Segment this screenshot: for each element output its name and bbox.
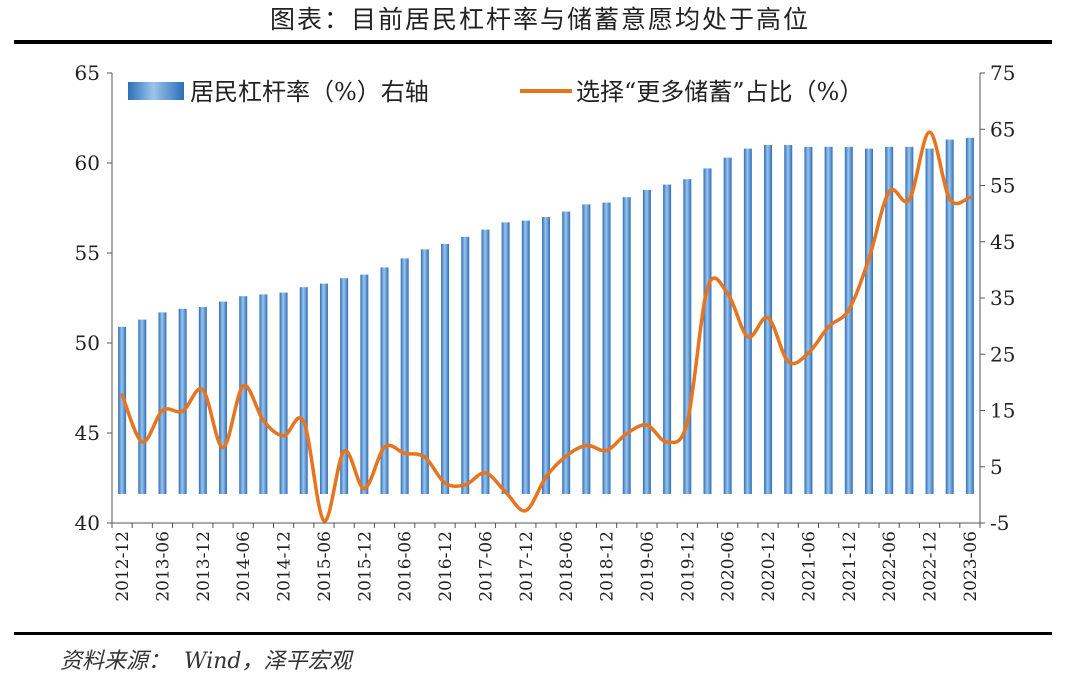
- x-tick-label: 2013-12: [194, 531, 214, 602]
- y-left-tick-label: 55: [75, 241, 100, 265]
- bar: [885, 146, 894, 495]
- bar: [441, 244, 450, 494]
- bar: [864, 148, 873, 494]
- bar: [118, 326, 127, 494]
- legend-bar-swatch: [128, 82, 184, 100]
- footer-rule: [14, 632, 1052, 635]
- x-tick-label: 2015-06: [315, 531, 335, 602]
- bar: [844, 146, 853, 495]
- x-tick-label: 2021-06: [799, 531, 819, 602]
- y-right-tick-label: 55: [990, 174, 1015, 198]
- x-tick-label: 2017-06: [476, 531, 496, 602]
- title-rule: [14, 40, 1052, 44]
- bar: [198, 307, 207, 494]
- bar: [582, 204, 591, 494]
- x-tick-label: 2020-12: [759, 531, 779, 602]
- bar: [642, 190, 651, 494]
- y-right-tick-label: 5: [990, 455, 1003, 479]
- bar: [965, 137, 974, 495]
- bar: [784, 145, 793, 494]
- bar: [562, 211, 571, 494]
- x-tick-label: 2019-06: [638, 531, 658, 602]
- x-tick-label: 2016-06: [396, 531, 416, 602]
- bar: [481, 229, 490, 494]
- source-note: 资料来源： Wind，泽平宏观: [60, 649, 352, 674]
- x-tick-label: 2019-12: [678, 531, 698, 602]
- y-right-tick-label: 25: [990, 342, 1015, 366]
- bar: [380, 267, 389, 494]
- bar: [299, 287, 308, 494]
- y-right-tick-label: 75: [990, 61, 1015, 85]
- y-left-tick-label: 45: [75, 421, 100, 445]
- bar: [521, 220, 530, 494]
- bar: [683, 179, 692, 494]
- bar: [239, 296, 248, 494]
- y-left-tick-label: 50: [75, 331, 100, 355]
- bar: [743, 148, 752, 494]
- x-tick-label: 2012-12: [113, 531, 133, 602]
- legend-bar-label: 居民杠杆率（%）右轴: [190, 78, 429, 106]
- y-right-tick-label: 65: [990, 117, 1015, 141]
- bar: [602, 202, 611, 494]
- x-tick-label: 2015-12: [355, 531, 375, 602]
- y-left-tick-label: 60: [75, 151, 100, 175]
- bar: [663, 184, 672, 494]
- bar: [360, 274, 369, 494]
- bar: [259, 294, 268, 494]
- chart-title: 图表：目前居民杠杆率与储蓄意愿均处于高位: [269, 5, 810, 34]
- x-tick-label: 2016-12: [436, 531, 456, 602]
- legend-line-label: 选择“更多储蓄”占比（%）: [576, 78, 863, 106]
- bar: [178, 308, 187, 494]
- bar: [501, 222, 510, 494]
- axes-layer: 40 45 50 55 60 65 -5 5 15 25 35 45 55 65 75 2012-12 2013…: [75, 61, 1016, 602]
- x-tick-label: 2014-12: [275, 531, 295, 602]
- bar: [622, 197, 631, 494]
- bar: [542, 217, 550, 494]
- series-line: [120, 130, 972, 523]
- bar: [319, 283, 328, 494]
- bar: [945, 139, 954, 494]
- x-tick-label: 2013-06: [153, 531, 173, 602]
- bar: [461, 236, 470, 495]
- x-tick-label: 2022-12: [921, 531, 941, 602]
- bar: [400, 258, 409, 494]
- y-right-tick-label: 35: [990, 286, 1015, 310]
- y-right-tick-label: 15: [990, 399, 1015, 423]
- y-right-tick-label: 45: [990, 230, 1015, 254]
- y-left-tick-label: 40: [75, 511, 100, 535]
- line-layer: [120, 130, 972, 523]
- x-tick-label: 2018-12: [598, 531, 618, 602]
- bar: [420, 249, 429, 494]
- y-left-tick-label: 65: [75, 61, 100, 85]
- x-tick-label: 2018-06: [557, 531, 577, 602]
- bar: [138, 319, 147, 494]
- y-right-tick-label: -5: [990, 511, 1009, 535]
- x-tick-label: 2022-06: [880, 531, 900, 602]
- x-tick-label: 2014-06: [234, 531, 254, 602]
- bar: [804, 146, 813, 495]
- x-tick-label: 2021-12: [840, 531, 860, 602]
- bar: [905, 146, 914, 495]
- bars-layer: [118, 137, 974, 495]
- bar: [158, 312, 167, 494]
- x-tick-label: 2023-06: [961, 531, 981, 602]
- bar: [340, 278, 349, 494]
- bar: [279, 292, 288, 494]
- bar: [219, 301, 228, 494]
- chart-svg: 40 45 50 55 60 65 -5 5 15 25 35 45 55 65 75 2012-12 2013…: [75, 61, 1016, 602]
- bar: [824, 146, 833, 495]
- x-tick-label: 2017-12: [517, 531, 537, 602]
- legend: 居民杠杆率（%）右轴 选择“更多储蓄”占比（%）: [128, 78, 863, 106]
- x-tick-label: 2020-06: [719, 531, 739, 602]
- bar: [703, 168, 712, 494]
- bar: [723, 157, 732, 494]
- bar: [925, 148, 934, 494]
